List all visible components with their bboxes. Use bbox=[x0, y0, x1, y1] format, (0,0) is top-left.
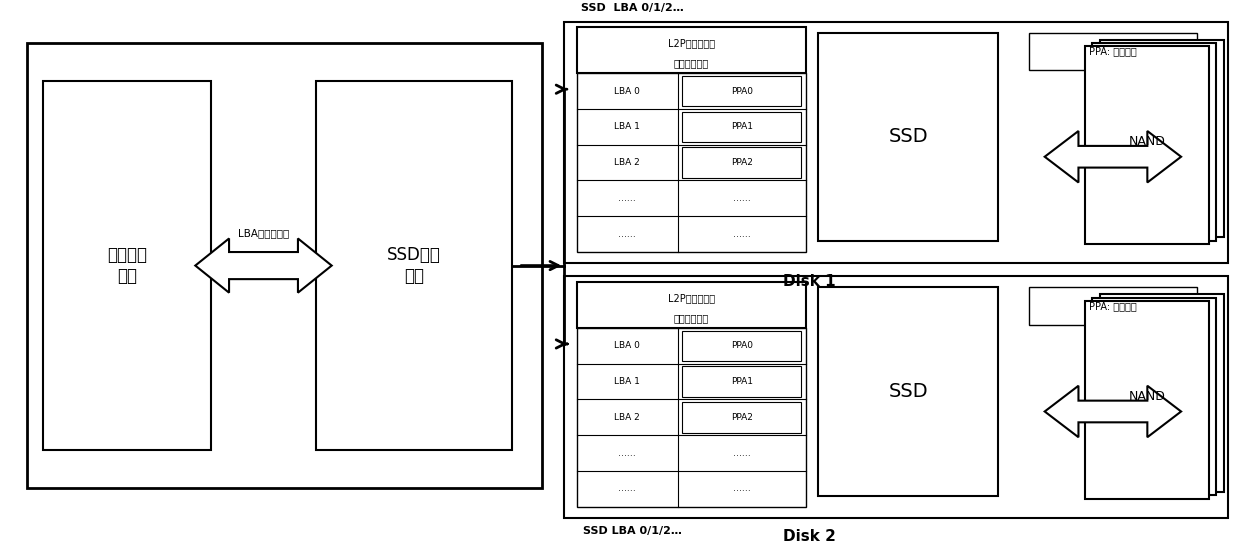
Bar bbox=[27, 43, 542, 488]
Bar bbox=[577, 328, 806, 507]
Bar bbox=[682, 366, 801, 397]
Text: ……: …… bbox=[733, 230, 750, 238]
Bar bbox=[1029, 33, 1197, 70]
Bar bbox=[564, 276, 1228, 518]
Text: LBA 2: LBA 2 bbox=[614, 413, 640, 422]
Text: 理地址映射表: 理地址映射表 bbox=[673, 313, 709, 323]
Bar bbox=[1085, 301, 1209, 499]
Text: SSD: SSD bbox=[889, 127, 928, 146]
Bar bbox=[564, 22, 1228, 263]
Text: PPA1: PPA1 bbox=[730, 122, 753, 131]
Bar bbox=[682, 76, 801, 106]
Bar bbox=[577, 27, 806, 73]
Text: ……: …… bbox=[619, 449, 636, 457]
Text: SSD阵列
管理: SSD阵列 管理 bbox=[387, 246, 441, 285]
Text: SSD  LBA 0/1/2…: SSD LBA 0/1/2… bbox=[582, 3, 683, 13]
Text: ……: …… bbox=[619, 485, 636, 493]
Text: SSD LBA 0/1/2…: SSD LBA 0/1/2… bbox=[583, 526, 682, 536]
Bar bbox=[577, 73, 806, 252]
Bar bbox=[682, 331, 801, 361]
Bar bbox=[1100, 40, 1224, 237]
Text: ……: …… bbox=[733, 194, 750, 203]
Bar bbox=[1092, 298, 1216, 495]
Text: NAND: NAND bbox=[1128, 390, 1166, 403]
Text: PPA1: PPA1 bbox=[730, 377, 753, 386]
Text: 理批次映射表: 理批次映射表 bbox=[673, 58, 709, 68]
Text: LBA 2: LBA 2 bbox=[614, 158, 640, 167]
Text: LBA 1: LBA 1 bbox=[614, 377, 640, 386]
Bar bbox=[43, 81, 211, 450]
Bar bbox=[1100, 294, 1224, 492]
Bar bbox=[682, 112, 801, 142]
Bar bbox=[818, 33, 998, 241]
Text: SSD: SSD bbox=[889, 382, 928, 401]
Text: ……: …… bbox=[733, 485, 750, 493]
Polygon shape bbox=[196, 238, 332, 293]
Text: LBA 1: LBA 1 bbox=[614, 122, 640, 131]
Bar bbox=[1029, 287, 1197, 325]
Text: PPA2: PPA2 bbox=[730, 158, 753, 167]
Bar bbox=[316, 81, 512, 450]
Text: LBA：逻辑地址: LBA：逻辑地址 bbox=[238, 228, 289, 238]
Text: ……: …… bbox=[619, 194, 636, 203]
Text: LBA 0: LBA 0 bbox=[614, 87, 640, 95]
Text: LBA 0: LBA 0 bbox=[614, 341, 640, 350]
Text: PPA: 物理地址: PPA: 物理地址 bbox=[1089, 301, 1137, 311]
Bar bbox=[577, 282, 806, 328]
Bar bbox=[1092, 43, 1216, 241]
Text: PPA0: PPA0 bbox=[730, 87, 753, 95]
Text: L2P：逻辑到物: L2P：逻辑到物 bbox=[667, 38, 715, 48]
Text: PPA2: PPA2 bbox=[730, 413, 753, 422]
Text: 主机应用
程序: 主机应用 程序 bbox=[107, 246, 148, 285]
Bar bbox=[1085, 46, 1209, 244]
Text: PPA: 物理地址: PPA: 物理地址 bbox=[1089, 47, 1137, 56]
Text: NAND: NAND bbox=[1128, 136, 1166, 148]
Bar bbox=[682, 402, 801, 433]
Text: ……: …… bbox=[619, 230, 636, 238]
Bar bbox=[818, 287, 998, 496]
Text: Disk 1: Disk 1 bbox=[784, 274, 836, 289]
Bar bbox=[682, 147, 801, 178]
Polygon shape bbox=[1044, 131, 1182, 183]
Text: Disk 2: Disk 2 bbox=[784, 529, 836, 542]
Text: ……: …… bbox=[733, 449, 750, 457]
Polygon shape bbox=[1044, 386, 1182, 437]
Text: L2P，逻辑到物: L2P，逻辑到物 bbox=[667, 293, 715, 303]
Text: PPA0: PPA0 bbox=[730, 341, 753, 350]
